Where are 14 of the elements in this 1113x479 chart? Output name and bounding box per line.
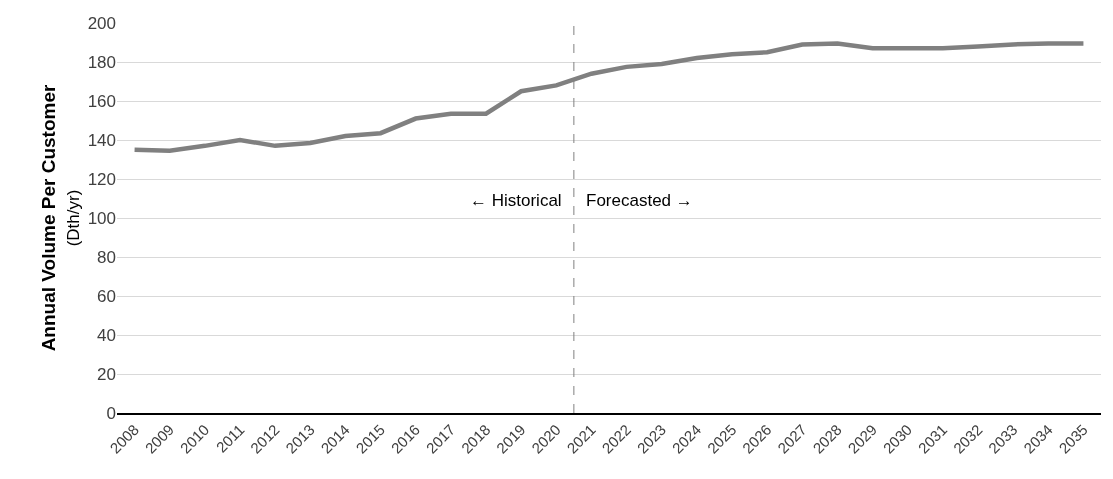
annotation: ← Historical xyxy=(470,191,562,210)
y-tick-label: 0 xyxy=(106,403,116,423)
y-tick-label: 120 xyxy=(87,169,116,189)
y-tick-label: 60 xyxy=(97,286,116,306)
y-axis-title: Annual Volume Per Customer (Dth/yr) xyxy=(37,84,84,352)
y-tick-label: 40 xyxy=(97,325,116,345)
y-tick-label: 160 xyxy=(87,91,116,111)
y-tick-label: 100 xyxy=(87,208,116,228)
annotation: Forecasted → xyxy=(586,191,693,210)
y-tick-label: 180 xyxy=(87,52,116,72)
y-tick-label: 20 xyxy=(97,364,116,384)
y-tick-label: 80 xyxy=(97,247,116,267)
y-tick-label: 140 xyxy=(87,130,116,150)
y-tick-label: 200 xyxy=(87,13,116,33)
